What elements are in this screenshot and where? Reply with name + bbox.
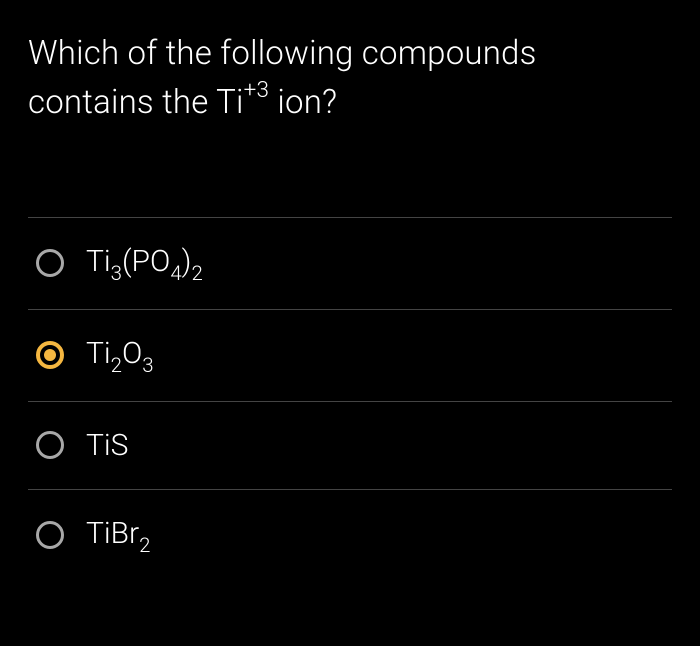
option-row-3[interactable]: TiBr2 (28, 489, 672, 581)
question-line1: Which of the following compounds (28, 34, 537, 73)
radio-button-3[interactable] (36, 521, 64, 549)
radio-dot (44, 349, 56, 361)
formula-part: Ti (86, 244, 111, 279)
formula-part: Ti (86, 336, 111, 371)
radio-button-2[interactable] (36, 431, 64, 459)
formula-part: 4 (170, 261, 181, 285)
formula-part: TiS (86, 428, 128, 463)
formula-part: O (122, 336, 142, 371)
formula-part: 2 (111, 353, 122, 377)
radio-button-0[interactable] (36, 249, 64, 277)
radio-button-1[interactable] (36, 341, 64, 369)
formula-part: 3 (111, 261, 122, 285)
option-label-2: TiS (86, 428, 128, 463)
formula-part: (PO (122, 244, 170, 279)
option-label-3: TiBr2 (86, 516, 150, 555)
option-row-0[interactable]: Ti3(PO4)2 (28, 217, 672, 309)
question-line2-suffix: ion? (269, 83, 337, 122)
formula-part: 2 (191, 261, 202, 285)
option-label-1: Ti2O3 (86, 336, 154, 375)
option-label-0: Ti3(PO4)2 (86, 244, 203, 283)
question-line2-prefix: contains the Ti (28, 83, 244, 122)
option-row-2[interactable]: TiS (28, 401, 672, 489)
formula-part: 2 (139, 533, 150, 557)
question-superscript: +3 (244, 77, 270, 103)
options-container: Ti3(PO4)2Ti2O3TiSTiBr2 (28, 217, 672, 581)
question-text: Which of the following compounds contain… (28, 30, 672, 127)
formula-part: 3 (142, 353, 153, 377)
formula-part: TiBr (86, 516, 139, 551)
option-row-1[interactable]: Ti2O3 (28, 309, 672, 401)
formula-part: ) (182, 244, 192, 279)
